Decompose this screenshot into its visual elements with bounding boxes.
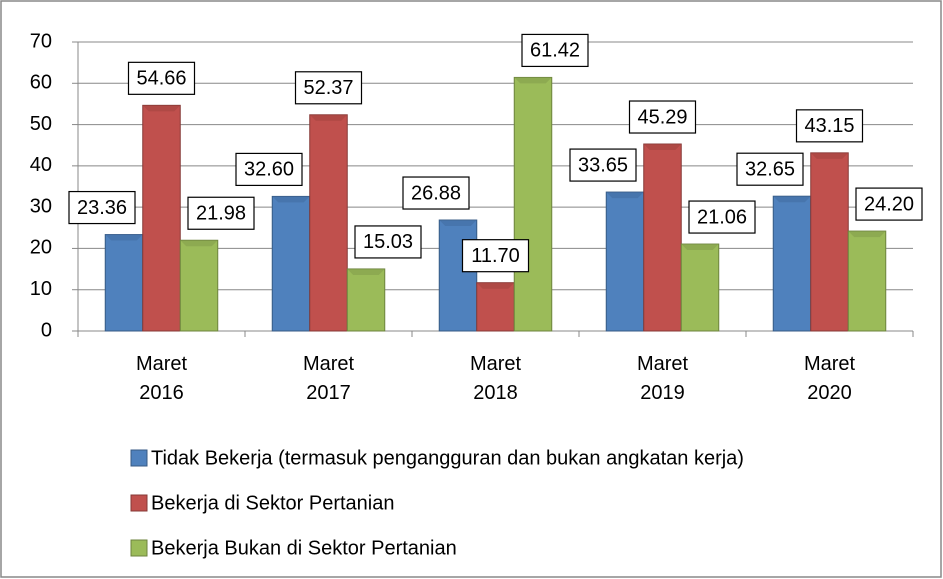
legend-swatch <box>130 449 148 467</box>
bar <box>513 76 553 332</box>
legend-label: Tidak Bekerja (termasuk pengangguran dan… <box>151 447 744 469</box>
legend-swatch <box>130 494 148 512</box>
legend-swatch <box>130 539 148 557</box>
data-label: 24.20 <box>864 193 914 215</box>
bar-top <box>142 105 181 112</box>
bar <box>142 104 181 332</box>
bar-top <box>347 268 385 275</box>
bar-top <box>105 234 143 241</box>
bar-top <box>514 77 552 84</box>
y-tick-label: 40 <box>30 154 52 176</box>
data-label-box <box>461 239 530 273</box>
data-label-box <box>688 200 756 234</box>
data-label: 45.29 <box>637 106 687 128</box>
data-label-box <box>187 196 255 230</box>
data-label-box <box>855 187 923 221</box>
data-label-box <box>294 71 363 105</box>
bar-top <box>476 282 515 289</box>
data-label-box <box>354 225 422 259</box>
data-label-box <box>521 33 589 68</box>
x-tick-label: Maret 2016 <box>135 353 188 404</box>
data-label-box <box>127 61 196 95</box>
data-label-box <box>68 190 136 225</box>
y-tick-label: 0 <box>41 319 52 341</box>
y-tick-label: 50 <box>30 113 52 135</box>
data-label: 54.66 <box>136 68 186 90</box>
bar <box>179 239 219 332</box>
bar-top <box>643 144 682 151</box>
bar-top <box>810 152 849 159</box>
bar-top <box>773 196 811 203</box>
data-label: 32.65 <box>745 158 795 180</box>
data-label: 23.36 <box>77 197 127 219</box>
bar <box>104 234 144 332</box>
x-tick-label: Maret 2017 <box>302 353 355 404</box>
bar <box>772 195 812 332</box>
bar <box>847 230 887 332</box>
data-label-box <box>795 109 864 143</box>
data-label: 21.98 <box>196 203 246 225</box>
data-label: 21.06 <box>697 206 747 228</box>
x-tick-label: Maret 2020 <box>803 353 856 404</box>
bar <box>271 195 311 332</box>
bar-top <box>309 114 348 121</box>
x-tick-label: Maret 2018 <box>469 353 522 404</box>
legend-label: Bekerja di Sektor Pertanian <box>151 492 394 514</box>
x-tick-label: Maret 2019 <box>636 353 689 404</box>
bar <box>605 191 645 332</box>
bar <box>810 152 849 332</box>
bar <box>438 219 478 332</box>
bar <box>309 114 348 332</box>
data-label-box <box>569 148 637 182</box>
data-label: 15.03 <box>363 231 413 253</box>
data-label: 32.60 <box>244 159 294 181</box>
bar <box>346 268 386 332</box>
bar <box>476 282 515 332</box>
data-label: 61.42 <box>530 40 580 62</box>
legend-label: Bekerja Bukan di Sektor Pertanian <box>151 537 457 559</box>
data-label-box <box>235 152 303 187</box>
bar <box>680 243 720 332</box>
bar <box>643 143 682 332</box>
y-tick-label: 70 <box>30 30 52 52</box>
y-tick-label: 10 <box>30 278 52 300</box>
bar-top <box>272 196 310 203</box>
y-tick-label: 20 <box>30 237 52 259</box>
bar-top <box>606 192 644 199</box>
bar-top <box>439 220 477 227</box>
data-label: 26.88 <box>411 182 461 204</box>
data-label: 52.37 <box>303 77 353 99</box>
data-label-box <box>402 176 470 210</box>
bar-top <box>848 231 886 238</box>
data-label: 33.65 <box>578 154 628 176</box>
y-tick-label: 60 <box>30 72 52 94</box>
data-label-box <box>736 152 804 186</box>
bar-top <box>681 244 719 251</box>
y-tick-label: 30 <box>30 195 52 217</box>
bar-top <box>180 240 218 247</box>
data-label-box <box>628 100 697 134</box>
data-label: 43.15 <box>804 115 854 137</box>
data-label: 11.70 <box>471 245 520 267</box>
